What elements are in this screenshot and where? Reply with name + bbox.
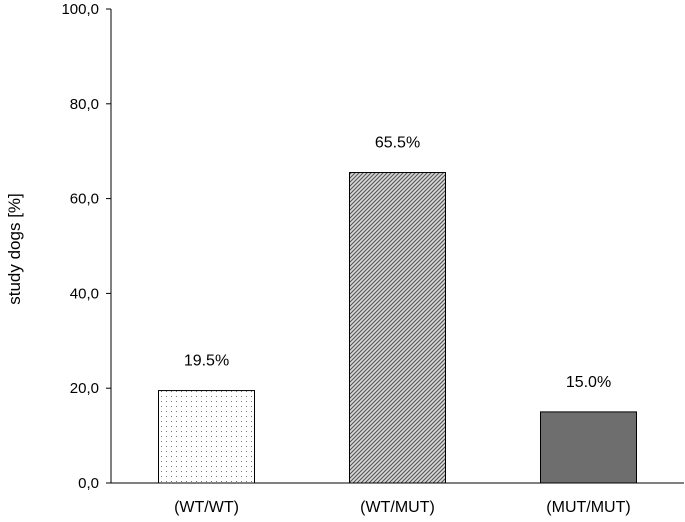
x-tick-label: (WT/MUT) <box>360 499 435 516</box>
data-labels: 19.5% 65.5% 15.0% <box>184 135 611 391</box>
y-axis-title-wrap: study dogs [%] <box>5 193 24 305</box>
y-tick-label: 0,0 <box>78 475 99 492</box>
y-axis: 0,0 20,0 40,0 60,0 80,0 100,0 <box>61 1 112 492</box>
data-label: 15.0% <box>566 374 611 391</box>
bar <box>540 411 637 484</box>
bar <box>158 390 255 484</box>
y-tick-label: 100,0 <box>61 1 99 18</box>
data-label: 19.5% <box>184 353 229 370</box>
y-tick-label: 60,0 <box>70 191 99 208</box>
x-tick-label: (MUT/MUT) <box>546 499 630 516</box>
x-axis: (WT/WT) (WT/MUT) (MUT/MUT) <box>111 482 684 516</box>
y-tick-label: 20,0 <box>70 380 99 397</box>
data-label: 65.5% <box>375 135 420 152</box>
y-axis-title: study dogs [%] <box>5 193 24 305</box>
y-tick-label: 40,0 <box>70 285 99 302</box>
bar <box>349 172 446 484</box>
bars <box>158 172 637 484</box>
y-tick-label: 80,0 <box>70 96 99 113</box>
x-tick-label: (WT/WT) <box>174 499 239 516</box>
